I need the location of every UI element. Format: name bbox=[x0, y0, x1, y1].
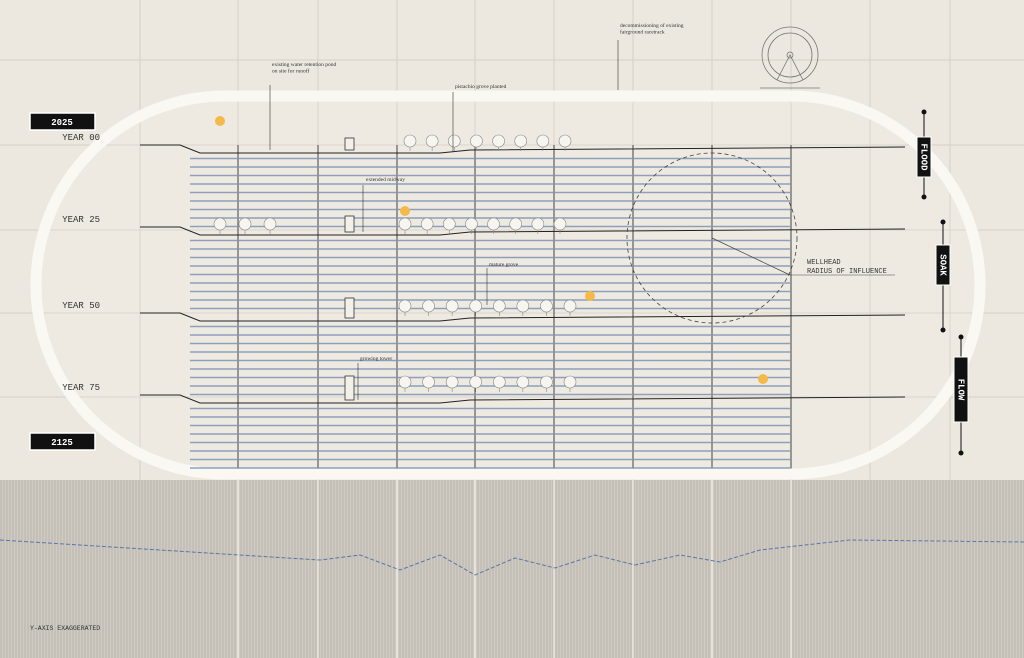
tree bbox=[445, 299, 459, 313]
tree bbox=[492, 375, 506, 389]
tree bbox=[213, 217, 227, 231]
annotation-line: growing tower bbox=[360, 356, 392, 362]
annotation: pistachio grove planted bbox=[455, 84, 507, 90]
phase-dot bbox=[940, 327, 946, 333]
tree bbox=[509, 217, 523, 231]
tree bbox=[398, 217, 412, 231]
trees bbox=[213, 134, 577, 392]
tree bbox=[445, 375, 459, 389]
phase-label: FLOOD bbox=[919, 143, 929, 171]
tower bbox=[344, 137, 355, 151]
annotation: mature grove bbox=[489, 262, 519, 268]
tree bbox=[425, 134, 439, 148]
section-lines bbox=[237, 145, 792, 658]
end-tag bbox=[29, 432, 96, 451]
tree bbox=[398, 375, 412, 389]
tree bbox=[422, 375, 435, 389]
end-label: 2125 bbox=[51, 438, 73, 448]
year-label: YEAR 75 bbox=[62, 383, 100, 393]
phase-dot bbox=[921, 194, 927, 200]
annotation-line: existing water retention pond bbox=[272, 62, 337, 68]
tree bbox=[492, 134, 505, 148]
annotation: extended midway bbox=[366, 177, 405, 183]
tree bbox=[465, 217, 478, 231]
annotation: decommissioning of existing fairground ra… bbox=[620, 22, 684, 36]
phase-label: FLOW bbox=[956, 379, 966, 401]
radius-line bbox=[711, 237, 791, 276]
year-label: YEAR 50 bbox=[62, 301, 100, 311]
radius-of-influence bbox=[626, 152, 798, 324]
tree bbox=[420, 217, 434, 231]
tree bbox=[447, 134, 461, 148]
tree bbox=[553, 217, 567, 231]
tree bbox=[540, 375, 553, 389]
tree bbox=[398, 299, 412, 313]
ground-profile bbox=[140, 144, 906, 154]
phase-label: SOAK bbox=[938, 254, 948, 276]
tree bbox=[492, 299, 506, 313]
tower bbox=[344, 297, 355, 319]
tree bbox=[563, 299, 577, 313]
tree bbox=[469, 299, 483, 313]
flow-line bbox=[0, 539, 1024, 576]
ground-profile bbox=[140, 226, 906, 236]
phase-dot bbox=[921, 109, 927, 115]
ground-section bbox=[0, 480, 1024, 658]
tree bbox=[563, 375, 577, 389]
tree bbox=[442, 217, 456, 231]
footnote: Y-AXIS EXAGGERATED bbox=[30, 625, 100, 632]
phase-dot bbox=[958, 334, 964, 340]
tree bbox=[422, 299, 435, 313]
phase-dot bbox=[940, 219, 946, 225]
annotation-line: RADIUS OF INFLUENCE bbox=[807, 268, 887, 276]
phase-tag bbox=[935, 244, 951, 286]
tree bbox=[514, 134, 528, 148]
water-lines: YEAR 00 YEAR 25 YEAR 50 YEAR 75 bbox=[0, 133, 1024, 576]
tree bbox=[536, 134, 550, 148]
phase-tag bbox=[916, 136, 932, 178]
tree bbox=[516, 299, 530, 313]
tree bbox=[263, 217, 277, 231]
tree bbox=[238, 217, 252, 231]
annotation-line: pistachio grove planted bbox=[455, 84, 507, 90]
start-label: 2025 bbox=[51, 118, 73, 128]
annotation-line: WELLHEAD bbox=[807, 259, 841, 267]
ferris-wheel bbox=[760, 26, 820, 89]
tree bbox=[516, 375, 530, 389]
phase-tag bbox=[953, 356, 969, 423]
ground-profile bbox=[140, 312, 906, 322]
annotation: existing water retention pond on site for… bbox=[272, 62, 337, 75]
tree bbox=[540, 299, 553, 313]
tower bbox=[344, 215, 355, 233]
year-label: YEAR 00 bbox=[62, 133, 100, 143]
tree bbox=[487, 217, 500, 231]
annotation-line: decommissioning of existing bbox=[620, 22, 684, 29]
grid bbox=[0, 0, 1024, 480]
tree bbox=[470, 134, 483, 148]
annotation-line: on site for runoff bbox=[272, 68, 309, 75]
annotation-line: fairground racetrack bbox=[620, 29, 665, 36]
markers bbox=[215, 116, 768, 384]
tower bbox=[344, 375, 355, 401]
start-tag bbox=[29, 112, 96, 131]
year-label: YEAR 25 bbox=[62, 215, 100, 225]
annotation-line: extended midway bbox=[366, 177, 405, 183]
annotation-line: mature grove bbox=[489, 262, 519, 268]
racetrack bbox=[30, 90, 986, 480]
tree bbox=[531, 217, 545, 231]
phase-dot bbox=[958, 450, 964, 456]
annotation: growing tower bbox=[360, 356, 392, 362]
annotation: WELLHEAD RADIUS OF INFLUENCE bbox=[807, 259, 887, 276]
leaders bbox=[269, 40, 619, 400]
ground-profile bbox=[140, 394, 906, 404]
tree bbox=[403, 134, 417, 148]
tree bbox=[558, 134, 572, 148]
tree bbox=[469, 375, 483, 389]
